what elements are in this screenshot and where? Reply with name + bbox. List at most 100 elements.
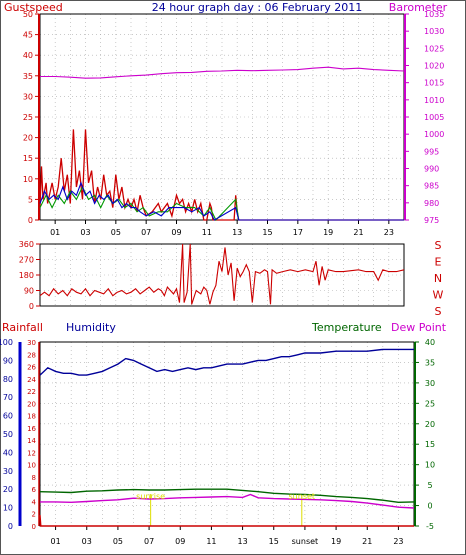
graph-title: 24 hour graph day : 06 February 2011 xyxy=(152,1,363,14)
gust-tick-label: 20 xyxy=(23,134,33,143)
barometer-tick-label: 995 xyxy=(424,147,439,156)
barometer-tick-label: 980 xyxy=(424,199,439,208)
humidity-tick-label: 40 xyxy=(3,448,13,457)
x-tick-label: 07 xyxy=(141,228,151,237)
rain-tick-label: 20 xyxy=(27,400,36,408)
direction-tick-label: 360 xyxy=(19,240,34,249)
x-tick-label: 13 xyxy=(237,537,247,546)
barometer-tick-label: 1035 xyxy=(424,10,444,19)
humidity-tick-label: 30 xyxy=(3,467,13,476)
x-tick-label: 01 xyxy=(50,228,60,237)
direction-tick-label: 270 xyxy=(19,256,34,265)
temperature-tick-label: 35 xyxy=(425,358,435,367)
temperature-series xyxy=(39,348,415,527)
barometer-tick-label: 1005 xyxy=(424,113,444,122)
gust-tick-label: 50 xyxy=(23,10,33,19)
rain-tick-label: 16 xyxy=(27,425,36,433)
rain-tick-label: 10 xyxy=(27,462,36,470)
x-tick-label: 07 xyxy=(144,537,154,546)
dew-point-series-line xyxy=(40,493,415,509)
gust-tick-label: 45 xyxy=(23,31,33,40)
barometer-tick-label: 990 xyxy=(424,165,439,174)
x-tick-label: 15 xyxy=(269,537,279,546)
avg-series-line xyxy=(39,181,404,221)
barometer-tick-label: 975 xyxy=(424,216,439,225)
rain-tick-label: 2 xyxy=(32,511,36,519)
barometer-tick-label: 1025 xyxy=(424,44,444,53)
gust-tick-label: 5 xyxy=(28,195,33,204)
x-tick-label: 23 xyxy=(384,228,394,237)
barometer-tick-label: 1015 xyxy=(424,79,444,88)
x-tick-label: 01 xyxy=(50,537,60,546)
rain-tick-label: 4 xyxy=(32,498,37,506)
x-tick-label: 15 xyxy=(262,228,272,237)
x-tick-label: 09 xyxy=(171,228,181,237)
gust-tick-label: 10 xyxy=(23,175,33,184)
temperature-tick-label: 0 xyxy=(427,502,432,511)
humidity-tick-label: 80 xyxy=(3,375,13,384)
direction-tick-label: 180 xyxy=(19,271,34,280)
x-tick-label: 11 xyxy=(202,228,212,237)
humidity-tick-label: 10 xyxy=(3,504,13,513)
sun-event-label: sunrise xyxy=(136,492,165,501)
x-tick-label: 17 xyxy=(293,228,303,237)
dew-point-label: Dew Point xyxy=(391,321,447,334)
gust-series-line xyxy=(39,129,404,221)
baro-series-line xyxy=(40,66,405,79)
wind-series xyxy=(39,66,405,221)
compass-label: W xyxy=(433,289,444,302)
x-tick-label: sunset xyxy=(292,537,319,546)
barometer-tick-label: 1030 xyxy=(424,27,444,36)
rain-tick-label: 6 xyxy=(32,486,37,494)
direction-series-line xyxy=(39,243,405,305)
barometer-label: Barometer xyxy=(389,1,448,14)
temperature-tick-label: 30 xyxy=(425,379,435,388)
temperature-label: Temperature xyxy=(311,321,382,334)
direction-axes xyxy=(36,243,405,307)
temperature-series-line xyxy=(39,488,415,504)
temperature-tick-label: 20 xyxy=(425,420,435,429)
compass-label: N xyxy=(434,272,442,285)
x-tick-label: 21 xyxy=(362,537,372,546)
x-tick-label: 13 xyxy=(232,228,242,237)
x-tick-label: 03 xyxy=(82,537,92,546)
temperature-tick-label: 25 xyxy=(425,399,435,408)
direction-tick-label: 90 xyxy=(24,287,34,296)
gust-tick-label: 25 xyxy=(23,113,33,122)
gust-tick-label: 40 xyxy=(23,51,33,60)
gust-tick-label: 0 xyxy=(28,216,33,225)
humidity-tick-label: 0 xyxy=(8,522,13,531)
compass-label: S xyxy=(435,305,442,318)
humidity-series-line xyxy=(39,348,414,376)
x-tick-label: 05 xyxy=(113,537,123,546)
temperature-tick-label: 5 xyxy=(427,481,432,490)
temperature-tick-labels: 0102030405060708090100024681012141618202… xyxy=(0,338,435,546)
x-tick-label: 19 xyxy=(331,537,341,546)
gust-tick-label: 15 xyxy=(23,154,33,163)
sun-event-label: sunset xyxy=(289,492,316,501)
barometer-tick-label: 1010 xyxy=(424,96,444,105)
humidity-tick-label: 20 xyxy=(3,485,13,494)
compass-label: E xyxy=(435,256,442,269)
rain-tick-label: 26 xyxy=(27,364,36,372)
rainfall-series-line xyxy=(39,514,414,527)
rain-tick-label: 22 xyxy=(27,388,36,396)
barometer-tick-label: 1020 xyxy=(424,62,444,71)
rainfall-label: Rainfall xyxy=(2,321,43,334)
temperature-tick-label: 15 xyxy=(425,440,435,449)
x-tick-label: 03 xyxy=(80,228,90,237)
gust-tick-label: 35 xyxy=(23,72,33,81)
wind-tick-labels: 0510152025303540455097598098599099510001… xyxy=(23,10,445,237)
rain-tick-label: 0 xyxy=(32,523,36,531)
temperature-tick-label: 10 xyxy=(425,461,435,470)
rain-tick-label: 30 xyxy=(27,339,36,347)
rain-tick-label: 8 xyxy=(32,474,36,482)
barometer-tick-label: 1000 xyxy=(424,130,444,139)
direction-series xyxy=(39,243,405,305)
humidity-tick-label: 60 xyxy=(3,412,13,421)
compass-label: S xyxy=(435,239,442,252)
rain-tick-label: 14 xyxy=(27,437,36,445)
